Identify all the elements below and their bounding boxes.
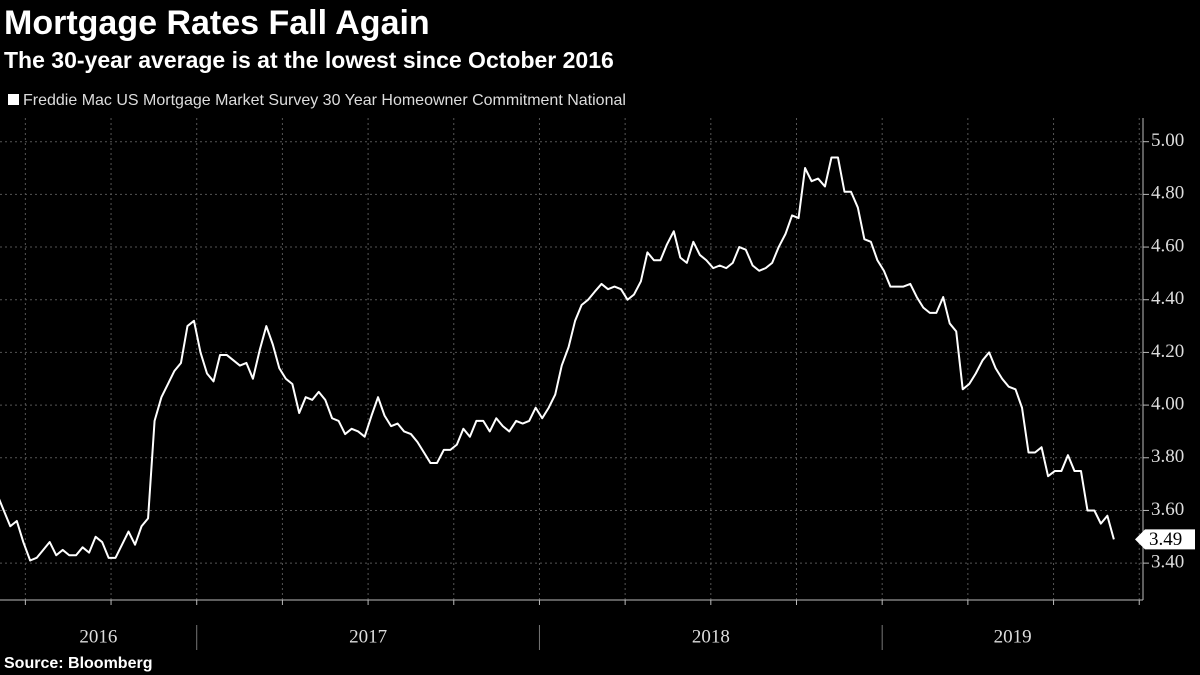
x-tick-label: 2019 [994, 626, 1032, 647]
y-tick-label: 4.60 [1151, 235, 1184, 256]
y-tick-label: 3.80 [1151, 446, 1184, 467]
legend-label: Freddie Mac US Mortgage Market Survey 30… [23, 92, 626, 109]
x-tick-label: 2018 [692, 626, 730, 647]
chart-title: Mortgage Rates Fall Again [4, 4, 430, 42]
y-tick-label: 5.00 [1151, 130, 1184, 151]
y-tick-label: 3.60 [1151, 499, 1184, 520]
last-value-label: 3.49 [1149, 529, 1182, 550]
y-tick-label: 4.00 [1151, 393, 1184, 414]
y-tick-label: 4.80 [1151, 183, 1184, 204]
legend-swatch [8, 94, 19, 105]
last-value-marker [1135, 529, 1195, 550]
line [0, 156, 1115, 562]
y-tick-label: 3.40 [1151, 551, 1184, 572]
x-tick-label: 2017 [349, 626, 387, 647]
y-tick-label: 4.40 [1151, 288, 1184, 309]
y-tick-label: 4.20 [1151, 341, 1184, 362]
x-tick-label: 2016 [79, 626, 117, 647]
source: Source: Bloomberg [4, 655, 152, 672]
chart-subtitle: The 30-year average is at the lowest sin… [4, 47, 614, 73]
